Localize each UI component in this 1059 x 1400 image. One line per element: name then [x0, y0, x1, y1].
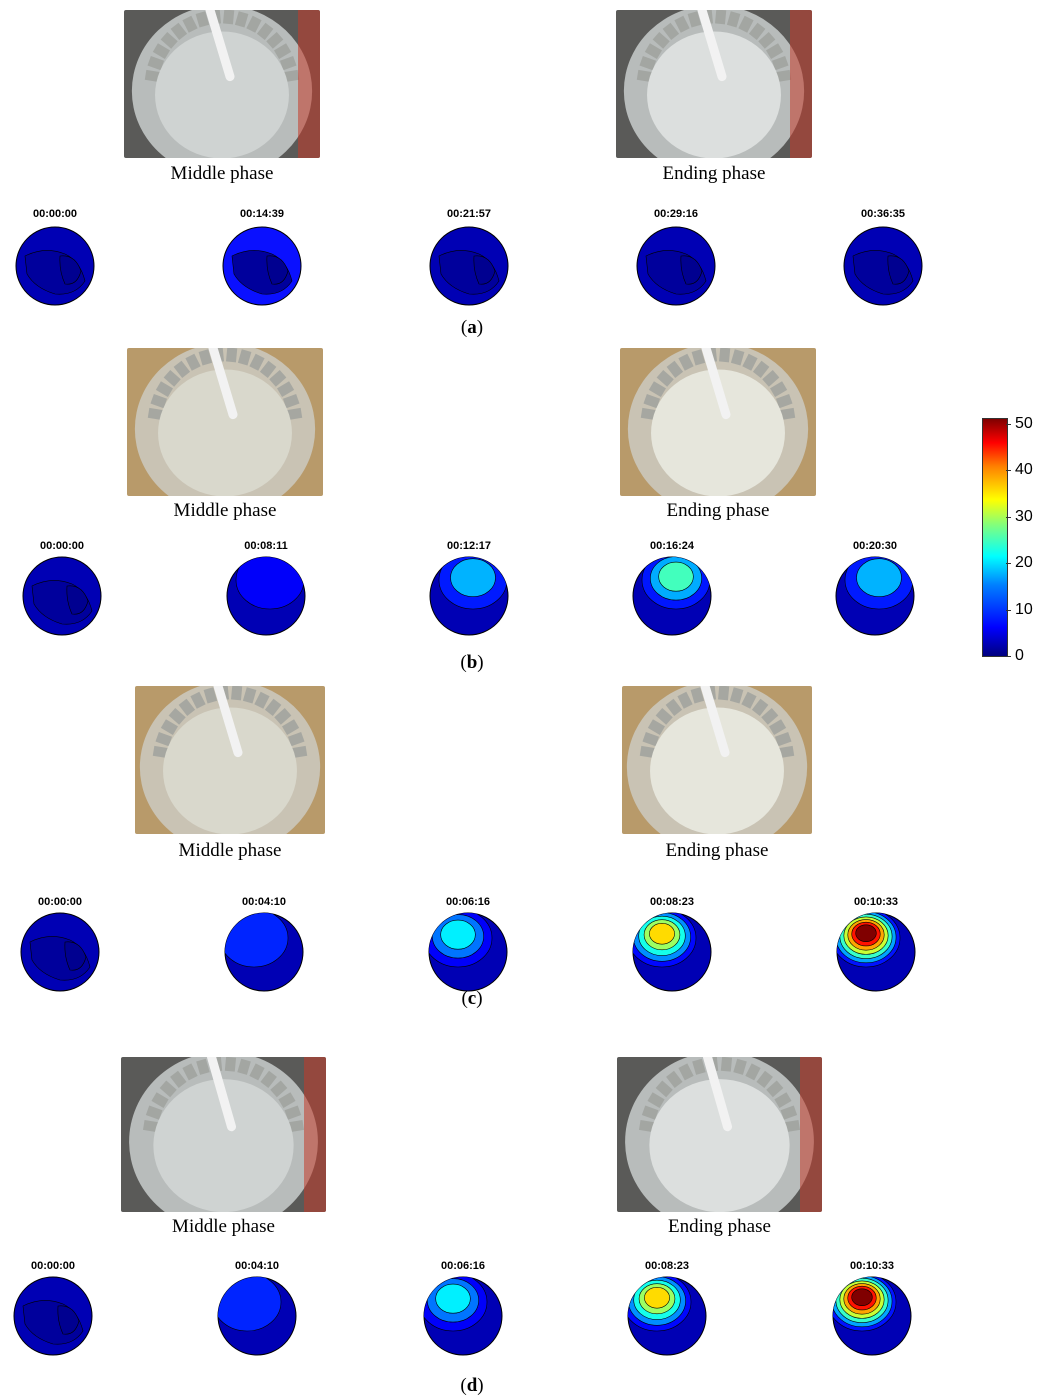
- tomogram-image: [832, 1276, 912, 1361]
- timestamp: 00:00:00: [37, 896, 83, 908]
- colorbar-tick-label: 20: [1015, 554, 1033, 572]
- tomogram-image: [627, 1276, 707, 1361]
- timestamp: 00:06:16: [445, 896, 491, 908]
- timestamp: 00:20:30: [852, 540, 898, 552]
- timestamp: 00:29:16: [653, 208, 699, 220]
- colorbar-tick-mark: [1006, 424, 1011, 425]
- tomogram-image: [835, 556, 915, 641]
- timestamp: 00:21:57: [446, 208, 492, 220]
- middle-phase-photo: [121, 1057, 326, 1212]
- timestamp: 00:08:23: [644, 1260, 690, 1272]
- middle-phase-caption: Middle phase: [178, 840, 282, 861]
- timestamp: 00:06:16: [440, 1260, 486, 1272]
- ending-phase-photo: [620, 348, 816, 496]
- panel-letter: c: [467, 988, 477, 1009]
- timestamp: 00:00:00: [30, 1260, 76, 1272]
- middle-phase-photo: [127, 348, 323, 496]
- tomogram-image: [222, 226, 302, 311]
- colorbar-tick-label: 0: [1015, 647, 1024, 664]
- colorbar: [982, 418, 1008, 657]
- timestamp: 00:00:00: [32, 208, 78, 220]
- tomogram-image: [836, 912, 916, 997]
- timestamp: 00:08:23: [649, 896, 695, 908]
- colorbar-tick-mark: [1006, 656, 1011, 657]
- panel-label: (a): [460, 317, 484, 338]
- middle-phase-photo: [124, 10, 320, 158]
- tomogram-image: [636, 226, 716, 311]
- ending-phase-caption: Ending phase: [665, 840, 769, 861]
- ending-phase-caption: Ending phase: [662, 163, 766, 184]
- timestamp: 00:12:17: [446, 540, 492, 552]
- tomogram-image: [217, 1276, 297, 1361]
- panel-label: (b): [460, 652, 484, 673]
- colorbar-tick-mark: [1006, 609, 1011, 611]
- timestamp: 00:36:35: [860, 208, 906, 220]
- colorbar-tick-label: 10: [1015, 600, 1033, 618]
- tomogram-image: [226, 556, 306, 641]
- middle-phase-caption: Middle phase: [170, 163, 274, 184]
- timestamp: 00:04:10: [234, 1260, 280, 1272]
- timestamp: 00:08:11: [244, 540, 288, 552]
- tomogram-image: [13, 1276, 93, 1361]
- colorbar-tick-label: 50: [1015, 415, 1033, 432]
- colorbar-tick-mark: [1006, 470, 1011, 472]
- tomogram-image: [224, 912, 304, 997]
- middle-phase-caption: Middle phase: [172, 1216, 275, 1237]
- timestamp: 00:00:00: [39, 540, 85, 552]
- panel-letter: b: [466, 652, 478, 673]
- tomogram-image: [423, 1276, 503, 1361]
- tomogram-image: [632, 912, 712, 997]
- colorbar-tick-mark: [1006, 516, 1011, 518]
- colorbar-tick-label: 40: [1015, 461, 1033, 479]
- timestamp: 00:04:10: [241, 896, 287, 908]
- timestamp: 00:16:24: [649, 540, 695, 552]
- tomogram-image: [15, 226, 95, 311]
- panel-letter: d: [466, 1375, 478, 1396]
- timestamp: 00:10:33: [853, 896, 899, 908]
- panel-letter: a: [467, 317, 477, 338]
- ending-phase-caption: Ending phase: [668, 1216, 771, 1237]
- tomogram-image: [429, 226, 509, 311]
- tomogram-image: [843, 226, 923, 311]
- ending-phase-photo: [617, 1057, 822, 1212]
- ending-phase-caption: Ending phase: [666, 500, 770, 521]
- ending-phase-photo: [616, 10, 812, 158]
- middle-phase-caption: Middle phase: [173, 500, 277, 521]
- panel-label: (c): [461, 988, 483, 1009]
- tomogram-image: [428, 912, 508, 997]
- timestamp: 00:14:39: [239, 208, 285, 220]
- tomogram-image: [22, 556, 102, 641]
- colorbar-tick-label: 30: [1015, 507, 1033, 525]
- tomogram-image: [632, 556, 712, 641]
- middle-phase-photo: [135, 686, 325, 834]
- timestamp: 00:10:33: [849, 1260, 895, 1272]
- colorbar-tick-mark: [1006, 563, 1011, 565]
- tomogram-image: [20, 912, 100, 997]
- ending-phase-photo: [622, 686, 812, 834]
- panel-label: (d): [460, 1375, 484, 1396]
- tomogram-image: [429, 556, 509, 641]
